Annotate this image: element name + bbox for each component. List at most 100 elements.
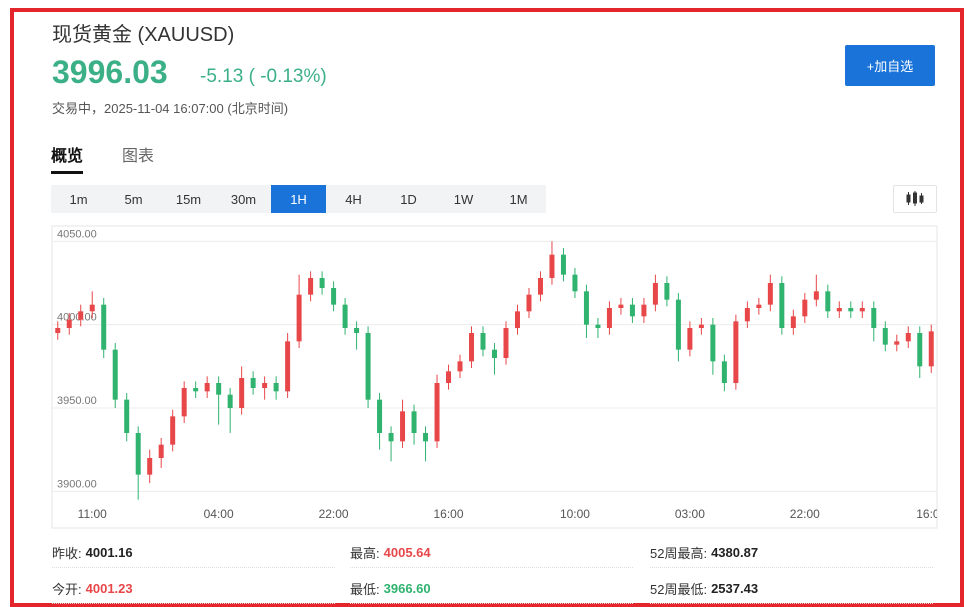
- candle-body: [411, 411, 417, 433]
- candle-body: [66, 319, 72, 328]
- y-tick-label: 4000.00: [57, 312, 97, 324]
- stat: 昨收: 4001.16: [52, 537, 335, 568]
- interval-button[interactable]: 4H: [326, 185, 381, 213]
- stat-label: 最高:: [350, 545, 380, 561]
- y-tick-label: 4050.00: [57, 228, 97, 240]
- candle-body: [112, 349, 118, 400]
- candle-body: [319, 278, 325, 288]
- candle-body: [629, 304, 635, 317]
- interval-button[interactable]: 1H: [271, 185, 326, 213]
- candle-body: [365, 333, 371, 400]
- candle-body: [526, 294, 532, 312]
- interval-button[interactable]: 1D: [381, 185, 436, 213]
- candle-body: [767, 283, 773, 305]
- candle-body: [733, 321, 739, 383]
- stat: 最高: 4005.64: [350, 537, 633, 568]
- candle-body: [78, 311, 84, 320]
- candle-body: [779, 283, 785, 328]
- price: 3996.03: [52, 54, 168, 90]
- stat: 52周最高: 4380.87: [650, 537, 933, 568]
- y-tick-label: 3900.00: [57, 478, 97, 490]
- candle-body: [710, 324, 716, 362]
- candle-body: [549, 254, 555, 278]
- stat-value: 4380.87: [711, 544, 759, 560]
- x-tick-label: 22:00: [790, 507, 820, 521]
- candle-body: [239, 378, 245, 408]
- chart-type-button[interactable]: [893, 185, 937, 213]
- stat-label: 52周最低:: [650, 581, 708, 597]
- price-change: -5.13 ( -0.13%): [200, 66, 327, 87]
- candle-body: [308, 278, 314, 295]
- interval-button[interactable]: 1M: [491, 185, 546, 213]
- candle-body: [492, 349, 497, 358]
- candle-body: [262, 383, 268, 388]
- candle-body: [618, 304, 624, 308]
- stat-value: 4001.16: [85, 544, 133, 560]
- candle-body: [928, 331, 934, 367]
- candle-body: [331, 288, 337, 305]
- candle-body: [721, 361, 727, 383]
- tab[interactable]: 概览: [51, 142, 84, 174]
- candle-body: [342, 304, 348, 328]
- candle-body: [836, 308, 842, 312]
- candle-body: [469, 333, 475, 362]
- candle-body: [595, 324, 601, 328]
- stat-label: 今开:: [52, 581, 82, 597]
- stat-value: 4005.64: [383, 544, 431, 560]
- x-tick-label: 10:00: [560, 507, 590, 521]
- status: 交易中，2025-11-04 16:07:00 (北京时间): [52, 101, 289, 116]
- stat-label: 昨收:: [52, 545, 82, 561]
- interval-button[interactable]: 1m: [51, 185, 106, 213]
- x-tick-label: 03:00: [675, 507, 705, 521]
- interval-button[interactable]: 5m: [106, 185, 161, 213]
- candle-body: [871, 308, 877, 328]
- candle-body: [894, 341, 900, 345]
- candle-body: [400, 411, 406, 442]
- candle-body: [158, 444, 164, 458]
- x-tick-label: 16:00: [434, 507, 464, 521]
- candle-body: [606, 308, 612, 328]
- candle-body: [457, 361, 463, 372]
- candle-body: [744, 308, 750, 322]
- x-tick-label: 04:00: [204, 507, 234, 521]
- candle-body: [687, 328, 693, 350]
- candle-body: [572, 274, 578, 292]
- candle-body: [250, 378, 256, 388]
- interval-button[interactable]: 15m: [161, 185, 216, 213]
- candle-body: [537, 278, 543, 295]
- plot-border: [51, 225, 938, 529]
- candle-body: [423, 433, 429, 442]
- candle-body: [848, 308, 854, 312]
- interval-button[interactable]: 1W: [436, 185, 491, 213]
- candle-body: [227, 394, 233, 408]
- stat-label: 最低:: [350, 581, 380, 597]
- candle-body: [859, 308, 865, 312]
- stat: 最低: 3966.60: [350, 573, 633, 604]
- candle-body: [181, 388, 187, 417]
- candle-body: [905, 333, 911, 342]
- candle-body: [882, 328, 888, 345]
- candle-body: [89, 304, 95, 312]
- candle-body: [813, 291, 819, 300]
- add-watchlist-button[interactable]: +加自选: [845, 45, 935, 86]
- candle-body: [434, 383, 440, 442]
- candle-body: [583, 291, 589, 325]
- y-tick-label: 3950.00: [57, 395, 97, 407]
- stat: 今开: 4001.23: [52, 573, 335, 604]
- candle-body: [756, 304, 762, 308]
- candle-body: [514, 311, 520, 328]
- tab[interactable]: 图表: [122, 148, 155, 165]
- candle-body: [480, 333, 486, 350]
- stat-value: 2537.43: [711, 580, 759, 596]
- candle-body: [204, 383, 210, 392]
- candle-body: [193, 388, 199, 392]
- x-tick-label: 16:00: [916, 507, 946, 521]
- candle-body: [354, 328, 360, 333]
- interval-button[interactable]: 30m: [216, 185, 271, 213]
- candle-body: [388, 433, 394, 442]
- candle-body: [135, 433, 141, 475]
- candle-body: [55, 328, 61, 333]
- candle-body: [641, 304, 647, 317]
